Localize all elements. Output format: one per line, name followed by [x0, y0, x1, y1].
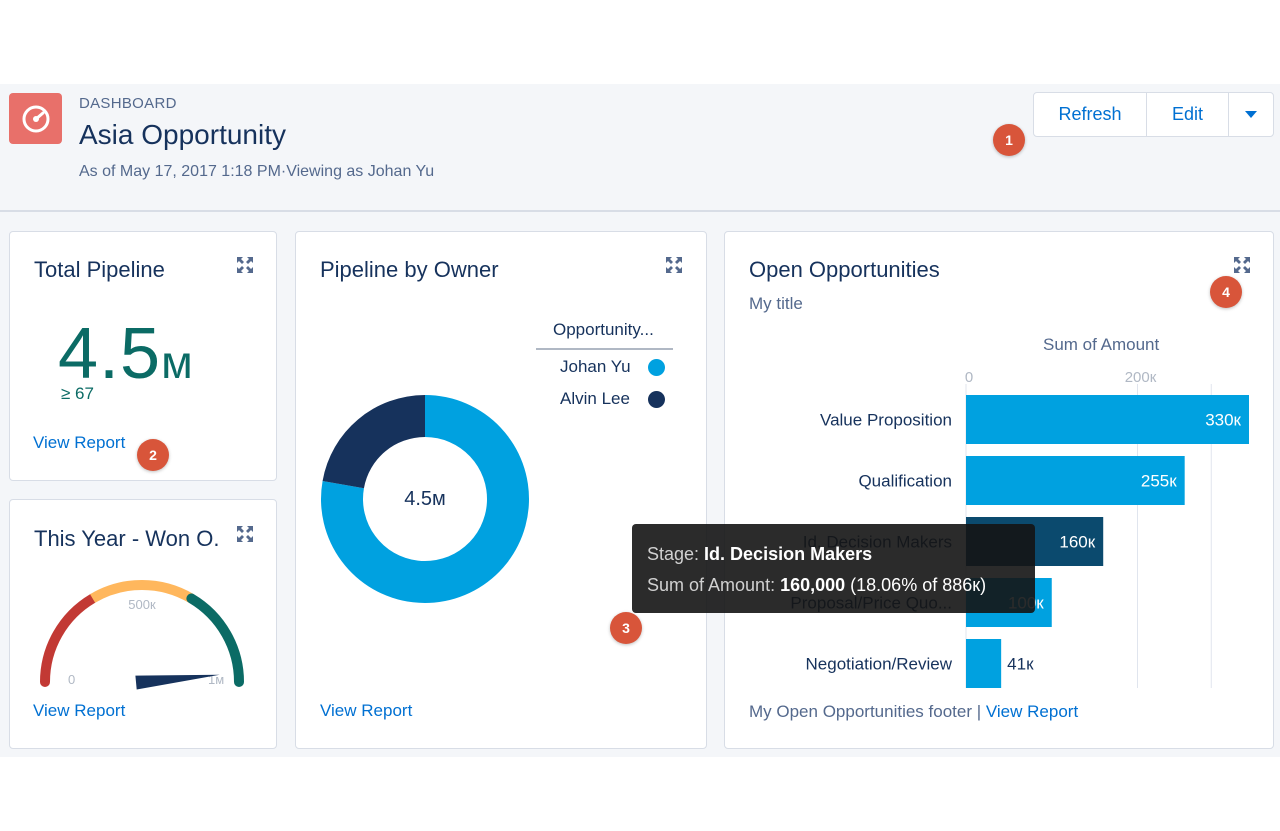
x-tick-label: 200к: [1125, 369, 1157, 386]
total-pipeline-title: Total Pipeline: [34, 257, 165, 282]
donut-slice-2[interactable]: [322, 395, 425, 489]
bar-value-label: 160к: [1059, 533, 1095, 552]
category-label: Qualification: [858, 472, 952, 491]
gauge-max-label: 1м: [208, 672, 224, 687]
header-button-group: Refresh Edit: [1033, 92, 1274, 137]
edit-button[interactable]: Edit: [1147, 93, 1229, 136]
chart-tooltip: Stage: Id. Decision Makers Sum of Amount…: [632, 524, 1035, 613]
legend-title: Opportunity...: [553, 320, 654, 339]
expand-icon[interactable]: [236, 525, 254, 543]
gauge-min-label: 0: [68, 672, 75, 687]
pipeline-by-owner-title: Pipeline by Owner: [320, 257, 499, 282]
callout-badge-1: 1: [993, 124, 1025, 156]
gauge-band-high: [186, 593, 244, 687]
legend-dot-johan: [648, 359, 665, 376]
won-opportunities-card: [9, 499, 277, 749]
bar[interactable]: [966, 639, 1002, 688]
legend-dot-alvin: [648, 391, 665, 408]
gauge-band-mid: [90, 580, 194, 603]
tooltip-sum-value: 160,000: [780, 575, 846, 595]
expand-icon[interactable]: [665, 256, 683, 274]
tooltip-stage-label: Stage:: [647, 544, 705, 564]
chevron-down-icon: [1245, 110, 1257, 118]
donut-center-label: 4.5м: [404, 488, 446, 510]
bar-value-label: 41к: [1007, 655, 1034, 674]
callout-badge-3: 3: [610, 612, 642, 644]
gauge-band-low: [40, 593, 98, 687]
open-opps-subtitle: My title: [749, 294, 803, 313]
metric-number: 4.5: [58, 314, 162, 394]
tooltip-sum-note: (18.06% of 886к): [845, 575, 987, 595]
bar-axis-title: Sum of Amount: [1043, 335, 1160, 354]
refresh-button[interactable]: Refresh: [1034, 93, 1147, 136]
owner-donut-chart: 4.5м: [321, 395, 529, 603]
dashboard-gauge-icon: [9, 93, 62, 144]
tooltip-stage-row: Stage: Id. Decision Makers: [647, 544, 872, 565]
category-label: Value Proposition: [820, 411, 952, 430]
metric-unit: м: [161, 336, 194, 388]
tooltip-sum-row: Sum of Amount: 160,000 (18.06% of 886к): [647, 575, 986, 596]
view-report-link[interactable]: View Report: [985, 702, 1079, 721]
donut-slice-1[interactable]: [321, 395, 529, 603]
gauge-needle: [135, 674, 220, 690]
page-eyebrow: DASHBOARD: [79, 95, 177, 112]
tooltip-stage-value: Id. Decision Makers: [704, 544, 873, 564]
view-report-link[interactable]: View Report: [320, 701, 413, 720]
legend-item-johan[interactable]: Johan Yu: [560, 357, 631, 376]
bar-value-label: 255к: [1141, 472, 1177, 491]
legend-divider: [536, 348, 673, 350]
category-label: Negotiation/Review: [806, 655, 953, 674]
legend-item-alvin[interactable]: Alvin Lee: [560, 389, 630, 408]
bar-value-label: 330к: [1205, 411, 1241, 430]
footer-text: My Open Opportunities footer |: [749, 702, 986, 721]
more-actions-button[interactable]: [1229, 93, 1273, 136]
callout-badge-4: 4: [1210, 276, 1242, 308]
x-tick-label: 0: [965, 369, 973, 386]
total-pipeline-card: [9, 231, 277, 481]
open-opps-title: Open Opportunities: [749, 257, 940, 282]
callout-badge-2: 2: [137, 439, 169, 471]
page-title: Asia Opportunity: [79, 119, 286, 150]
expand-icon[interactable]: [236, 256, 254, 274]
gauge-mid-label: 500к: [128, 597, 156, 612]
expand-icon[interactable]: [1233, 256, 1251, 274]
won-gauge-chart: 0 500к 1м: [40, 580, 244, 690]
bar[interactable]: [966, 395, 1249, 444]
total-pipeline-value: 4.5м: [58, 318, 194, 398]
open-opps-footer: My Open Opportunities footer | View Repo…: [749, 702, 1078, 722]
bar[interactable]: [966, 456, 1185, 505]
won-card-title: This Year - Won O.: [34, 526, 220, 551]
total-pipeline-subvalue: ≥ 67: [61, 384, 94, 403]
tooltip-sum-label: Sum of Amount:: [647, 575, 781, 595]
page-subtitle: As of May 17, 2017 1:18 PM·Viewing as Jo…: [79, 163, 435, 180]
view-report-link[interactable]: View Report: [33, 433, 126, 452]
view-report-link[interactable]: View Report: [33, 701, 126, 720]
